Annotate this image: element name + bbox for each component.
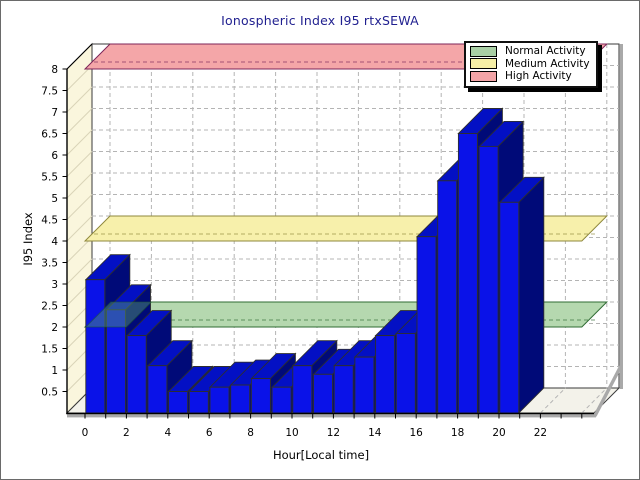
svg-text:0.5: 0.5 bbox=[41, 386, 58, 398]
svg-text:6: 6 bbox=[51, 150, 58, 162]
axes: 0.5 1 1.5 2 2.5 3 3.5 4 4.5 5 5.5 6 6.5 7 7.5 8 0 2 4 6 8 10 1… bbox=[41, 43, 594, 439]
legend-label-medium: Medium Activity bbox=[505, 57, 590, 70]
svg-text:22: 22 bbox=[534, 427, 547, 439]
svg-text:1.5: 1.5 bbox=[41, 343, 58, 355]
frame-lip bbox=[67, 44, 623, 418]
svg-text:4.5: 4.5 bbox=[41, 214, 58, 226]
svg-text:8: 8 bbox=[51, 64, 58, 76]
svg-text:2: 2 bbox=[51, 322, 58, 334]
y-axis-ticks: 0.5 1 1.5 2 2.5 3 3.5 4 4.5 5 5.5 6 6.5 7 7.5 8 bbox=[41, 64, 67, 398]
x-axis-ticks: 0 2 4 6 8 10 12 14 16 18 20 22 bbox=[82, 414, 583, 439]
left-wall-hatch bbox=[66, 65, 93, 392]
svg-text:10: 10 bbox=[285, 427, 298, 439]
svg-text:12: 12 bbox=[327, 427, 340, 439]
svg-text:2: 2 bbox=[123, 427, 130, 439]
svg-text:7: 7 bbox=[51, 107, 58, 119]
x-axis-title: Hour[Local time] bbox=[272, 448, 370, 462]
svg-text:5.5: 5.5 bbox=[41, 171, 58, 183]
svg-text:4: 4 bbox=[164, 427, 171, 439]
legend-item-medium: Medium Activity bbox=[470, 58, 590, 71]
svg-text:0: 0 bbox=[82, 427, 89, 439]
legend-swatch-normal bbox=[470, 45, 497, 57]
bar-hour-20 bbox=[498, 176, 545, 415]
svg-text:16: 16 bbox=[410, 427, 424, 439]
svg-text:18: 18 bbox=[451, 427, 464, 439]
y-axis-title: I95 Index bbox=[21, 212, 35, 266]
svg-text:3.5: 3.5 bbox=[41, 257, 58, 269]
svg-text:14: 14 bbox=[368, 427, 382, 439]
legend-label-high: High Activity bbox=[505, 70, 572, 83]
bar-series bbox=[84, 107, 545, 415]
svg-text:20: 20 bbox=[492, 427, 505, 439]
svg-text:4: 4 bbox=[51, 236, 58, 248]
legend-item-normal: Normal Activity bbox=[470, 45, 590, 58]
svg-text:3: 3 bbox=[51, 279, 58, 291]
svg-text:2.5: 2.5 bbox=[41, 300, 58, 312]
svg-text:7.5: 7.5 bbox=[41, 85, 58, 97]
legend-swatch-high bbox=[470, 70, 497, 82]
svg-text:6: 6 bbox=[206, 427, 213, 439]
svg-text:5: 5 bbox=[51, 193, 58, 205]
legend-item-high: High Activity bbox=[470, 70, 590, 83]
chart-title: Ionospheric Index I95 rtxSEWA bbox=[221, 13, 419, 28]
svg-text:1: 1 bbox=[51, 365, 58, 377]
legend-label-normal: Normal Activity bbox=[505, 45, 586, 58]
svg-text:6.5: 6.5 bbox=[41, 128, 58, 140]
band-normal-overlay bbox=[84, 301, 153, 328]
legend: Normal Activity Medium Activity High Act… bbox=[464, 41, 598, 88]
svg-text:8: 8 bbox=[247, 427, 254, 439]
legend-swatch-medium bbox=[470, 58, 497, 70]
